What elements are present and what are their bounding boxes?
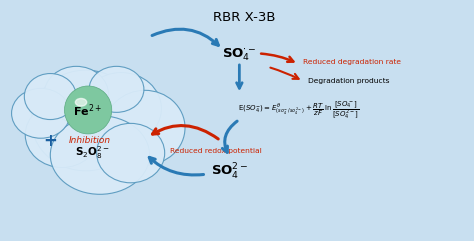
Text: Fe$^{2+}$: Fe$^{2+}$ <box>73 103 103 119</box>
Text: Inhibition: Inhibition <box>69 136 111 145</box>
Ellipse shape <box>31 70 140 171</box>
Text: Degradation products: Degradation products <box>308 78 390 84</box>
Text: Reduced redox potential: Reduced redox potential <box>170 148 262 154</box>
Circle shape <box>64 86 112 134</box>
Ellipse shape <box>50 116 150 194</box>
Text: SO$_4^{2-}$: SO$_4^{2-}$ <box>211 162 248 182</box>
Ellipse shape <box>11 88 70 138</box>
Ellipse shape <box>89 66 144 112</box>
Ellipse shape <box>24 74 76 120</box>
Text: $\mathrm{E}(SO_4^{-}) = E^{\theta}_{(so_4^-/so_4^{2-})} + \dfrac{RT}{zF}\ \ln\df: $\mathrm{E}(SO_4^{-}) = E^{\theta}_{(so_… <box>238 99 359 121</box>
Ellipse shape <box>105 90 185 165</box>
Ellipse shape <box>75 99 87 106</box>
Text: SO$_4^{\cdot-}$: SO$_4^{\cdot-}$ <box>222 46 256 63</box>
Ellipse shape <box>25 102 99 167</box>
Text: +: + <box>44 132 57 150</box>
Ellipse shape <box>81 73 161 144</box>
Text: Reduced degradation rate: Reduced degradation rate <box>303 59 401 65</box>
Text: S$_2$O$_8^{2-}$: S$_2$O$_8^{2-}$ <box>75 145 110 161</box>
Text: RBR X-3B: RBR X-3B <box>213 11 275 24</box>
Ellipse shape <box>44 66 109 122</box>
Ellipse shape <box>97 123 164 183</box>
